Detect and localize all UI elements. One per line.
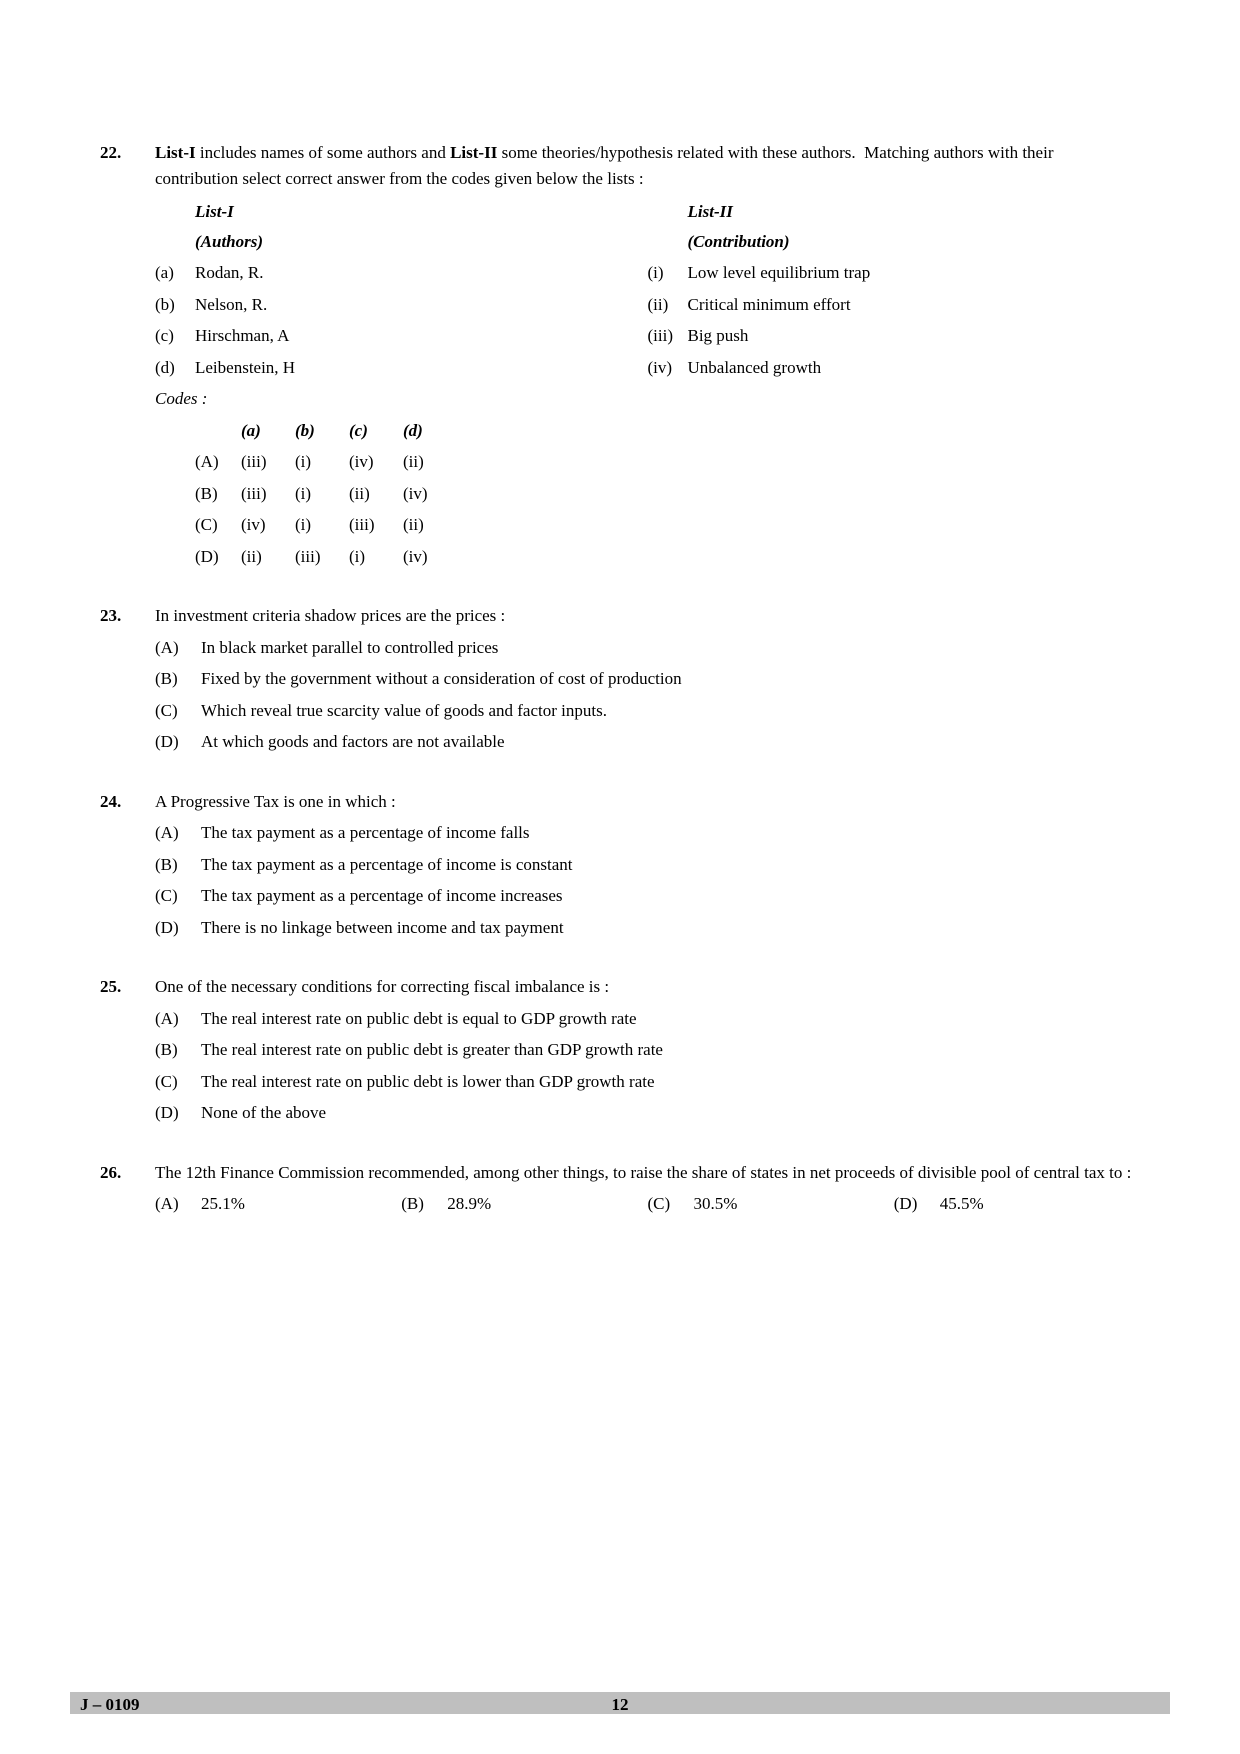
list-item: (b)Nelson, R.	[155, 292, 648, 318]
codes-table: (a) (b) (c) (d) (A) (iii) (i) (iv) (ii) …	[195, 418, 648, 570]
option: (A)In black market parallel to controlle…	[155, 635, 1140, 661]
option: (D)At which goods and factors are not av…	[155, 729, 1140, 755]
q22-body: List-I includes names of some authors an…	[155, 140, 1140, 575]
question-26: 26. The 12th Finance Commission recommen…	[100, 1160, 1140, 1217]
question-24: 24. A Progressive Tax is one in which : …	[100, 789, 1140, 947]
question-23: 23. In investment criteria shadow prices…	[100, 603, 1140, 761]
question-22: 22. List-I includes names of some author…	[100, 140, 1140, 575]
q25-body: One of the necessary conditions for corr…	[155, 974, 1140, 1132]
list-item: (c)Hirschman, A	[155, 323, 648, 349]
q26-number: 26.	[100, 1160, 155, 1217]
list-item: (ii)Critical minimum effort	[648, 292, 1141, 318]
q22-list1: List-I (Authors) (a)Rodan, R. (b)Nelson,…	[155, 199, 648, 575]
q23-text: In investment criteria shadow prices are…	[155, 603, 1140, 629]
list-item: (iii)Big push	[648, 323, 1141, 349]
list1-title: List-I	[155, 199, 648, 225]
q24-body: A Progressive Tax is one in which : (A)T…	[155, 789, 1140, 947]
codes-row: (A) (iii) (i) (iv) (ii)	[195, 449, 648, 475]
q22-text: List-I includes names of some authors an…	[155, 140, 1140, 191]
option: (A)The real interest rate on public debt…	[155, 1006, 1140, 1032]
codes-label: Codes :	[155, 386, 648, 412]
codes-row: (D) (ii) (iii) (i) (iv)	[195, 544, 648, 570]
page-footer: J – 0109 12	[0, 1692, 1240, 1714]
q25-number: 25.	[100, 974, 155, 1132]
option: (A)25.1%	[155, 1191, 401, 1217]
q24-number: 24.	[100, 789, 155, 947]
q24-text: A Progressive Tax is one in which :	[155, 789, 1140, 815]
list-item: (d)Leibenstein, H	[155, 355, 648, 381]
q23-body: In investment criteria shadow prices are…	[155, 603, 1140, 761]
option: (C)The real interest rate on public debt…	[155, 1069, 1140, 1095]
q25-text: One of the necessary conditions for corr…	[155, 974, 1140, 1000]
option: (D)45.5%	[894, 1191, 1140, 1217]
list-item: (a)Rodan, R.	[155, 260, 648, 286]
question-25: 25. One of the necessary conditions for …	[100, 974, 1140, 1132]
list2-sub: (Contribution)	[648, 229, 1141, 255]
codes-row: (C) (iv) (i) (iii) (ii)	[195, 512, 648, 538]
option: (D)None of the above	[155, 1100, 1140, 1126]
option: (B)The tax payment as a percentage of in…	[155, 852, 1140, 878]
q26-options: (A)25.1% (B)28.9% (C)30.5% (D)45.5%	[155, 1191, 1140, 1217]
codes-row: (B) (iii) (i) (ii) (iv)	[195, 481, 648, 507]
list-item: (i)Low level equilibrium trap	[648, 260, 1141, 286]
list1-sub: (Authors)	[155, 229, 648, 255]
option: (B)The real interest rate on public debt…	[155, 1037, 1140, 1063]
codes-header: (a) (b) (c) (d)	[195, 418, 648, 444]
q22-list2: List-II (Contribution) (i)Low level equi…	[648, 199, 1141, 575]
option: (A)The tax payment as a percentage of in…	[155, 820, 1140, 846]
option: (B)28.9%	[401, 1191, 647, 1217]
list2-title: List-II	[648, 199, 1141, 225]
option: (B)Fixed by the government without a con…	[155, 666, 1140, 692]
q26-text: The 12th Finance Commission recommended,…	[155, 1160, 1140, 1186]
q23-number: 23.	[100, 603, 155, 761]
footer-page-number: 12	[70, 1692, 1170, 1718]
q22-lists: List-I (Authors) (a)Rodan, R. (b)Nelson,…	[155, 199, 1140, 575]
q22-number: 22.	[100, 140, 155, 575]
option: (C)30.5%	[648, 1191, 894, 1217]
option: (C)The tax payment as a percentage of in…	[155, 883, 1140, 909]
option: (D)There is no linkage between income an…	[155, 915, 1140, 941]
list-item: (iv)Unbalanced growth	[648, 355, 1141, 381]
option: (C)Which reveal true scarcity value of g…	[155, 698, 1140, 724]
q26-body: The 12th Finance Commission recommended,…	[155, 1160, 1140, 1217]
